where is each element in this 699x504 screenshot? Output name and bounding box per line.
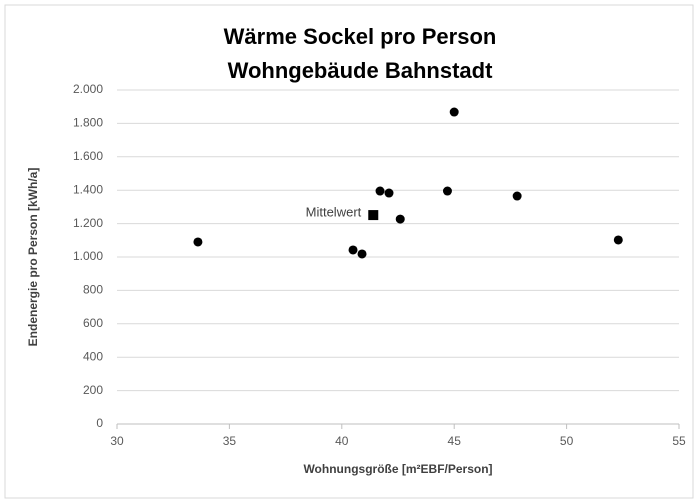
point xyxy=(348,245,358,255)
point xyxy=(449,107,459,117)
point xyxy=(357,249,367,259)
point xyxy=(512,191,522,201)
point xyxy=(613,235,623,245)
x-tick-label: 30 xyxy=(110,434,124,448)
point xyxy=(375,186,385,196)
y-tick-label: 1.800 xyxy=(73,116,103,130)
x-tick-label: 50 xyxy=(560,434,574,448)
y-tick-label: 1.000 xyxy=(73,249,103,263)
x-tick-label: 45 xyxy=(448,434,462,448)
y-tick-label: 600 xyxy=(83,316,103,330)
point xyxy=(193,237,203,247)
point xyxy=(442,186,452,196)
y-tick-label: 400 xyxy=(83,349,103,363)
y-tick-label: 0 xyxy=(96,416,103,430)
point xyxy=(395,214,405,224)
chart-title: Wärme Sockel pro Person xyxy=(224,24,497,49)
y-tick-label: 800 xyxy=(83,283,103,297)
y-tick-label: 2.000 xyxy=(73,82,103,96)
mean-point xyxy=(368,210,379,221)
y-tick-label: 200 xyxy=(83,383,103,397)
x-tick-label: 35 xyxy=(223,434,237,448)
mean-label: Mittelwert xyxy=(306,205,362,220)
y-axis-title: Endenergie pro Person [kWh/a] xyxy=(26,168,40,347)
y-tick-label: 1.600 xyxy=(73,149,103,163)
point xyxy=(384,188,394,198)
x-axis-title: Wohnungsgröße [m²EBF/Person] xyxy=(303,462,492,476)
x-tick-label: 55 xyxy=(672,434,686,448)
y-tick-label: 1.200 xyxy=(73,216,103,230)
x-tick-label: 40 xyxy=(335,434,349,448)
y-tick-label: 1.400 xyxy=(73,182,103,196)
chart-title: Wohngebäude Bahnstadt xyxy=(228,58,493,83)
